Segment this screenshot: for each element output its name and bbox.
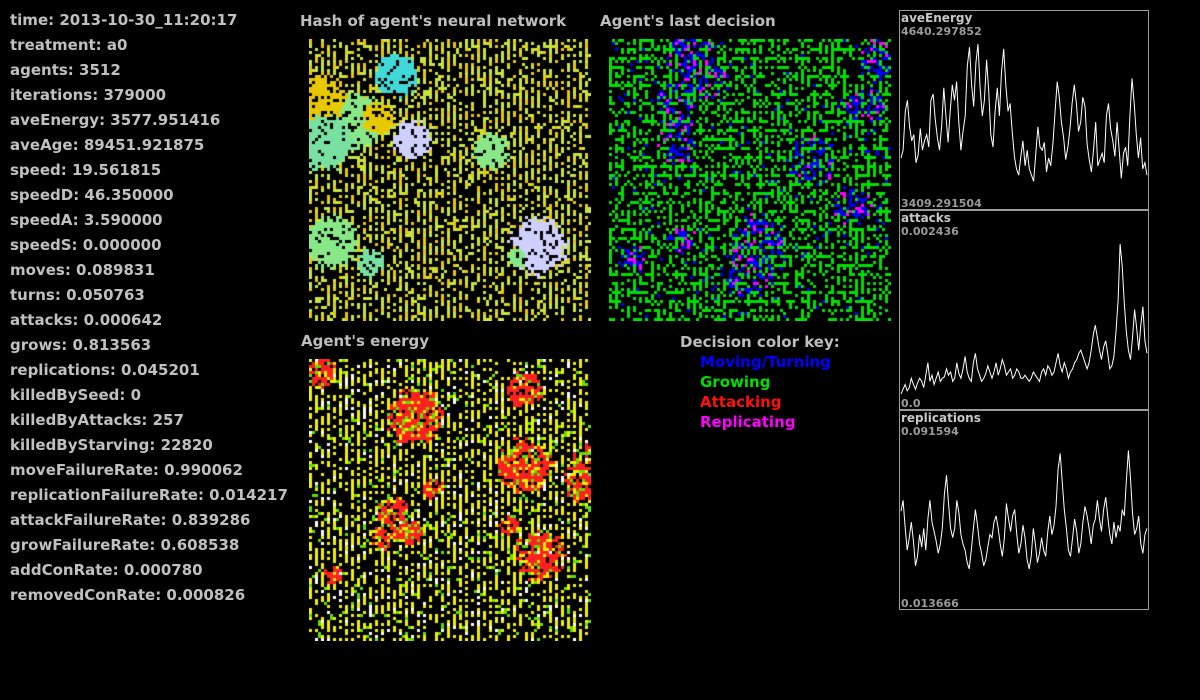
last-decision-grid [609, 39, 891, 321]
stat-line: addConRate: 0.000780 [10, 561, 203, 579]
attacks-plot-min: 0.0 [901, 397, 921, 410]
key-item-attacking: Attacking [700, 393, 782, 411]
hash-panel-title: Hash of agent's neural network [300, 12, 567, 30]
replications-plot: replications 0.091594 0.013666 [899, 410, 1149, 610]
stat-line: treatment: a0 [10, 36, 128, 54]
stat-line: turns: 0.050763 [10, 286, 145, 304]
stat-line: speedA: 3.590000 [10, 211, 163, 229]
stat-line: growFailureRate: 0.608538 [10, 536, 240, 554]
color-key-title: Decision color key: [680, 333, 840, 351]
stat-line: agents: 3512 [10, 61, 121, 79]
stat-line: killedBySeed: 0 [10, 386, 142, 404]
replications-plot-min: 0.013666 [901, 597, 959, 610]
agent-energy-grid [309, 359, 591, 641]
stat-line: speedD: 46.350000 [10, 186, 174, 204]
replications-plot-title: replications [901, 411, 981, 425]
ave-energy-plot-max: 4640.297852 [901, 25, 982, 38]
stat-line: killedByStarving: 22820 [10, 436, 213, 454]
stat-line: moveFailureRate: 0.990062 [10, 461, 243, 479]
key-item-growing: Growing [700, 373, 771, 391]
stat-line: grows: 0.813563 [10, 336, 152, 354]
stat-line: moves: 0.089831 [10, 261, 155, 279]
key-item-replicating: Replicating [700, 413, 796, 431]
key-item-moving-turning: Moving/Turning [700, 353, 831, 371]
decision-panel-title: Agent's last decision [600, 12, 776, 30]
stat-line: removedConRate: 0.000826 [10, 586, 246, 604]
stat-line: speed: 19.561815 [10, 161, 162, 179]
stat-line: speedS: 0.000000 [10, 236, 162, 254]
stat-line: attackFailureRate: 0.839286 [10, 511, 251, 529]
attacks-series-line [900, 244, 1148, 395]
attacks-plot-title: attacks [901, 211, 951, 225]
ave-energy-plot-title: aveEnergy [901, 11, 973, 25]
attacks-line-chart [900, 244, 1148, 395]
ave-energy-plot-min: 3409.291504 [901, 197, 982, 210]
ave-energy-plot: aveEnergy 4640.297852 3409.291504 [899, 10, 1149, 210]
decision-color-key: Decision color key: Moving/Turning Growi… [680, 332, 840, 432]
attacks-plot: attacks 0.002436 0.0 [899, 210, 1149, 410]
ave-energy-line-chart [900, 44, 1148, 182]
energy-panel-title: Agent's energy [301, 332, 430, 350]
replications-series-line [900, 450, 1148, 570]
stat-line: iterations: 379000 [10, 86, 167, 104]
stat-line: aveEnergy: 3577.951416 [10, 111, 221, 129]
stat-line: attacks: 0.000642 [10, 311, 163, 329]
ave-energy-series-line [900, 44, 1148, 182]
stat-line: killedByAttacks: 257 [10, 411, 184, 429]
stats-panel: time: 2013-10-30_11:20:17 treatment: a0 ag… [10, 8, 288, 608]
stat-line: time: 2013-10-30_11:20:17 [10, 11, 238, 29]
stat-line: replications: 0.045201 [10, 361, 200, 379]
attacks-plot-max: 0.002436 [901, 225, 959, 238]
replications-line-chart [900, 450, 1148, 570]
replications-plot-max: 0.091594 [901, 425, 959, 438]
stat-line: aveAge: 89451.921875 [10, 136, 205, 154]
neural-hash-grid [309, 39, 591, 321]
stat-line: replicationFailureRate: 0.014217 [10, 486, 288, 504]
